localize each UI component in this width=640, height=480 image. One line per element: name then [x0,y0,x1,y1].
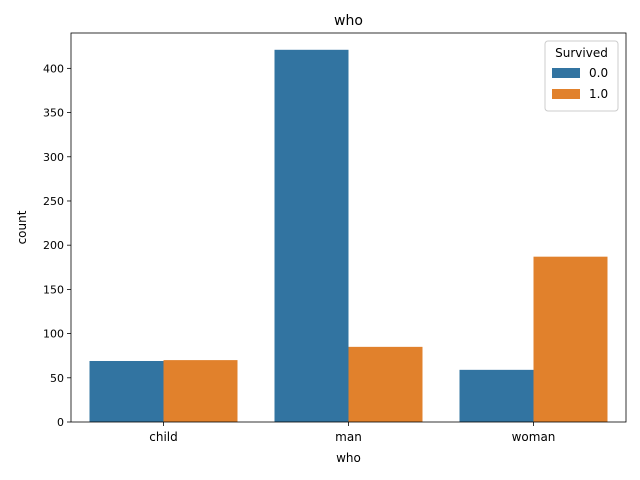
bars-layer [89,49,608,422]
x-axis-ticks: child man woman [149,422,555,444]
y-tick-label: 150 [43,283,64,296]
bar-child-1.0 [163,360,238,422]
legend-label: 1.0 [589,87,608,101]
bar-child-0.0 [89,360,164,422]
y-tick-label: 250 [43,195,64,208]
y-tick-label: 350 [43,107,64,120]
bar-man-0.0 [274,49,349,422]
x-axis-label: who [336,451,361,465]
bar-woman-0.0 [459,369,534,422]
y-tick-label: 200 [43,239,64,252]
y-axis-ticks: 0 50 100 150 200 250 300 350 400 [43,62,71,429]
legend-label: 0.0 [589,66,608,80]
legend-title: Survived [555,46,608,60]
y-tick-label: 0 [57,416,64,429]
x-tick-label: man [335,430,362,444]
y-tick-label: 300 [43,151,64,164]
legend-swatch [552,68,580,78]
y-tick-label: 100 [43,328,64,341]
legend: Survived 0.0 1.0 [544,40,619,112]
bar-man-1.0 [348,346,423,422]
bar-woman-1.0 [533,256,608,422]
x-tick-label: child [149,430,178,444]
y-axis-label: count [15,210,29,244]
y-tick-label: 400 [43,62,64,75]
legend-swatch [552,89,580,99]
x-tick-label: woman [512,430,556,444]
chart-title: who [334,13,363,29]
y-tick-label: 50 [50,372,64,385]
